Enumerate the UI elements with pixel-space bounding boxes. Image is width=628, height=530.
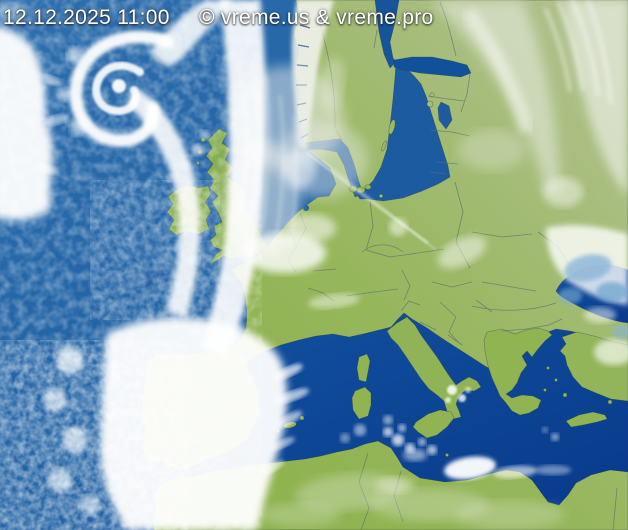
africa-haze xyxy=(260,449,565,529)
gulf-of-finland xyxy=(393,56,472,78)
cyclone-center xyxy=(112,79,126,93)
alps-snow xyxy=(308,293,360,309)
ijsselmeer xyxy=(303,205,309,211)
corsica xyxy=(356,353,371,383)
sardinia xyxy=(351,386,372,420)
malta xyxy=(445,453,449,457)
cyclone-tail xyxy=(126,88,200,318)
iberia-front-cloud xyxy=(43,317,310,530)
greece xyxy=(483,327,553,416)
baltic-sea xyxy=(357,61,451,202)
black-sea-ice-clouds xyxy=(546,225,628,365)
sicily xyxy=(412,409,455,439)
spiral-inner-arm xyxy=(92,61,144,115)
bornholm xyxy=(378,193,384,199)
spiral-outer-arm xyxy=(69,30,175,148)
gotland xyxy=(388,119,396,135)
oland xyxy=(381,140,387,152)
saaremaa xyxy=(426,100,434,108)
crete xyxy=(565,411,608,428)
menorca xyxy=(299,415,305,421)
atlantic-cloud-mass xyxy=(0,27,53,221)
cyclone-north-band xyxy=(150,0,234,66)
gulf-of-riga xyxy=(437,101,453,130)
cirrus-streaks xyxy=(543,0,613,105)
frontal-band xyxy=(202,0,267,356)
cyclone xyxy=(58,0,234,318)
